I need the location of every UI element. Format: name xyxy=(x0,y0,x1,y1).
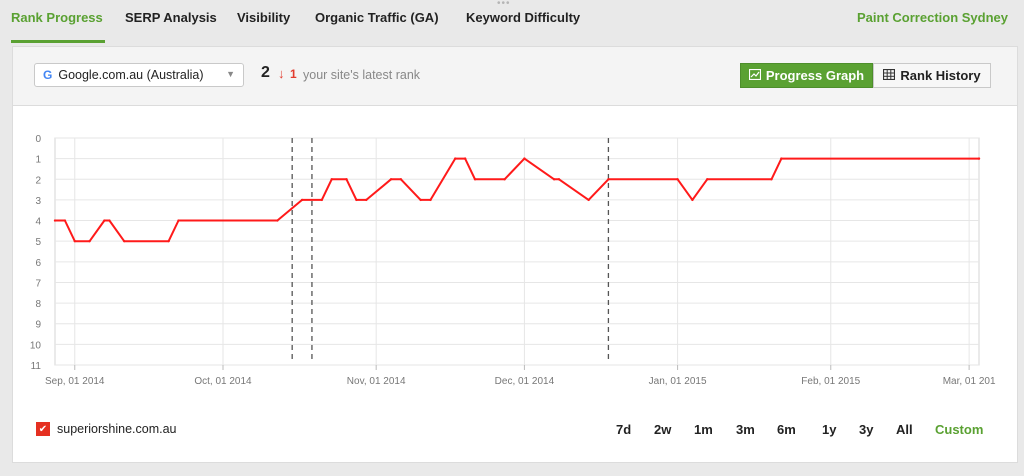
rank-history-label: Rank History xyxy=(900,68,981,83)
series-point xyxy=(552,178,556,181)
series-point xyxy=(419,198,422,202)
series-point xyxy=(103,219,106,222)
y-tick-label: 6 xyxy=(35,258,41,269)
x-tick-label: Jan, 01 2015 xyxy=(649,376,707,387)
series-point xyxy=(463,157,467,160)
checkbox-checked-icon[interactable]: ✔ xyxy=(36,422,50,436)
latest-rank-caption: your site's latest rank xyxy=(303,68,421,82)
legend-item[interactable]: ✔ superiorshine.com.au xyxy=(36,422,177,436)
series-point xyxy=(523,157,526,160)
top-tab-bar: ••• Rank Progress SERP Analysis Visibili… xyxy=(0,0,1024,44)
chart-icon xyxy=(748,68,761,83)
series-point xyxy=(399,178,403,181)
arrow-down-icon: ↓ xyxy=(278,66,285,81)
tab-rank-progress[interactable]: Rank Progress xyxy=(11,10,103,25)
series-point xyxy=(429,198,432,202)
y-tick-label: 10 xyxy=(30,340,42,351)
rank-toolbar: G Google.com.au (Australia) ▼ 2 ↓ 1 your… xyxy=(12,46,1018,106)
range-2w[interactable]: 2w xyxy=(654,422,672,437)
series-point xyxy=(607,178,610,181)
series-point xyxy=(63,219,67,222)
series-point xyxy=(88,239,91,243)
x-tick-label: Feb, 01 2015 xyxy=(801,376,860,387)
tab-organic-traffic[interactable]: Organic Traffic (GA) xyxy=(315,10,439,25)
rank-change-value: 1 xyxy=(290,67,297,81)
series-point xyxy=(167,239,170,243)
progress-graph-label: Progress Graph xyxy=(765,68,865,83)
series-point xyxy=(587,198,590,202)
series-point xyxy=(177,219,180,222)
series-point xyxy=(73,239,76,243)
series-point xyxy=(355,198,358,202)
series-point xyxy=(389,178,393,181)
x-tick-label: Nov, 01 2014 xyxy=(347,376,406,387)
plot-area xyxy=(54,137,980,366)
range-3m[interactable]: 3m xyxy=(736,422,755,437)
series-point xyxy=(977,157,981,160)
series-point xyxy=(276,219,279,222)
series-point xyxy=(503,178,506,181)
range-3y[interactable]: 3y xyxy=(859,422,874,437)
x-tick-label: Dec, 01 2014 xyxy=(495,376,555,387)
series-point xyxy=(53,219,57,222)
series-point xyxy=(345,178,348,181)
search-engine-select[interactable]: G Google.com.au (Australia) ▼ xyxy=(34,63,244,87)
series-point xyxy=(557,178,561,181)
y-tick-label: 7 xyxy=(35,278,41,289)
site-name[interactable]: Paint Correction Sydney xyxy=(857,10,1008,25)
x-tick-label: Sep, 01 2014 xyxy=(45,376,105,387)
series-point xyxy=(320,198,324,202)
series-point xyxy=(365,198,368,202)
y-tick-label: 8 xyxy=(35,299,41,310)
legend-label: superiorshine.com.au xyxy=(57,422,177,436)
y-tick-label: 5 xyxy=(35,237,41,248)
search-engine-value: Google.com.au (Australia) xyxy=(58,68,204,82)
range-6m[interactable]: 6m xyxy=(777,422,796,437)
series-point xyxy=(770,178,773,181)
y-tick-label: 0 xyxy=(35,134,41,145)
progress-graph-button[interactable]: Progress Graph xyxy=(740,63,873,88)
latest-rank-value: 2 xyxy=(261,64,270,81)
y-tick-label: 1 xyxy=(35,155,41,166)
series-point xyxy=(676,178,679,181)
range-custom[interactable]: Custom xyxy=(935,422,984,437)
active-tab-indicator xyxy=(11,40,105,43)
range-all[interactable]: All xyxy=(896,422,913,437)
rank-progress-panel: 0 1 2 3 4 5 6 7 8 9 10 11 Sep, 01 2014 Oct, 01 2014 No… xyxy=(12,106,1018,463)
y-tick-label: 4 xyxy=(35,217,41,228)
range-1y[interactable]: 1y xyxy=(822,422,837,437)
table-icon xyxy=(883,68,896,83)
series-point xyxy=(330,178,333,181)
y-tick-label: 9 xyxy=(35,320,41,331)
tab-visibility[interactable]: Visibility xyxy=(237,10,291,25)
series-point xyxy=(706,178,709,181)
y-tick-label: 3 xyxy=(35,196,41,207)
x-tick-label: Oct, 01 2014 xyxy=(194,376,252,387)
range-7d[interactable]: 7d xyxy=(616,422,632,437)
y-tick-label: 2 xyxy=(35,175,41,186)
series-point xyxy=(122,239,126,243)
series-point xyxy=(300,198,304,202)
drag-handle-icon[interactable]: ••• xyxy=(497,0,511,9)
tab-serp-analysis[interactable]: SERP Analysis xyxy=(125,10,217,25)
series-point xyxy=(691,198,694,202)
chevron-down-icon: ▼ xyxy=(226,69,235,79)
rank-history-button[interactable]: Rank History xyxy=(873,63,991,88)
series-point xyxy=(454,157,457,160)
series-point xyxy=(780,157,783,160)
tab-keyword-difficulty[interactable]: Keyword Difficulty xyxy=(466,10,581,25)
series-point xyxy=(108,219,111,222)
x-tick-label: Mar, 01 201 xyxy=(943,376,996,387)
series-point xyxy=(473,178,477,181)
y-tick-label: 11 xyxy=(31,361,42,372)
google-g-icon: G xyxy=(43,68,53,82)
range-1m[interactable]: 1m xyxy=(694,422,713,437)
